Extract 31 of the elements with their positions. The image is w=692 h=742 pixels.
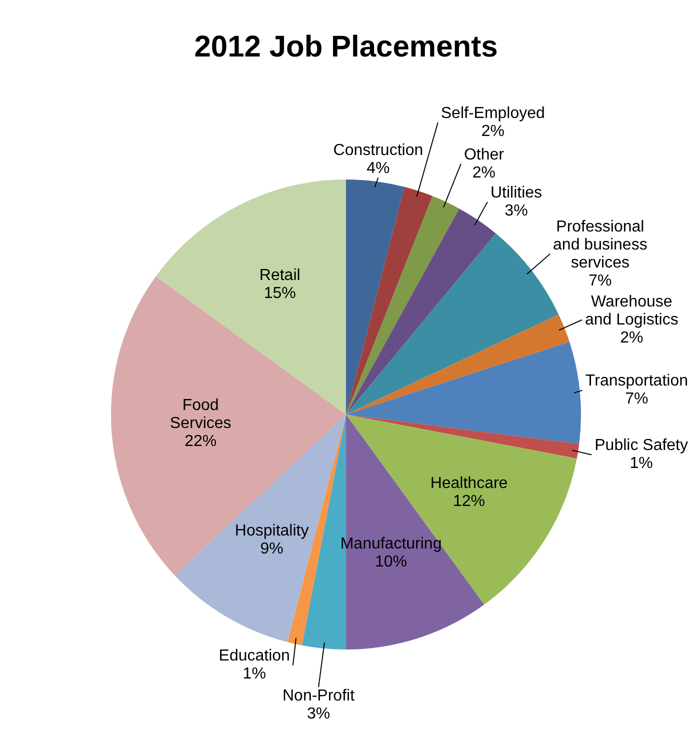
data-label: 2% [620,329,644,346]
data-label: 7% [625,390,648,408]
data-label: 22% [184,433,217,450]
slice-label: Utilities [490,184,542,202]
slice-label: Construction [333,142,424,159]
data-label: 2% [481,122,504,140]
data-label: 3% [504,202,528,220]
data-label: 3% [306,706,330,723]
slice-label: Transportation [585,372,688,390]
data-label: 12% [453,492,486,510]
slice-label: Professional and business services [553,218,648,272]
data-label: 15% [264,285,296,302]
slice-label: Warehouse and Logistics [584,293,678,328]
slice-label: Public Safety [594,437,688,454]
data-label: 9% [260,540,284,558]
data-label: 2% [472,164,496,182]
slice-label: Education [218,648,290,665]
slice-label: Non-Profit [282,688,356,705]
data-label: 1% [630,455,653,472]
data-label: 4% [366,160,390,177]
slice-label: Other [464,146,505,164]
slice-label: Food Services [170,397,232,432]
data-label: 10% [375,553,408,570]
slice-label: Hospitality [234,522,309,540]
slice-label: Self-Employed [440,104,545,122]
slice-label: Manufacturing [340,535,442,552]
data-label: 7% [588,272,612,290]
slice-label: Retail [259,267,300,284]
data-label: 1% [242,666,266,683]
slice-label: Healthcare [430,474,508,492]
chart-title: 2012 Job Placements [194,30,498,64]
